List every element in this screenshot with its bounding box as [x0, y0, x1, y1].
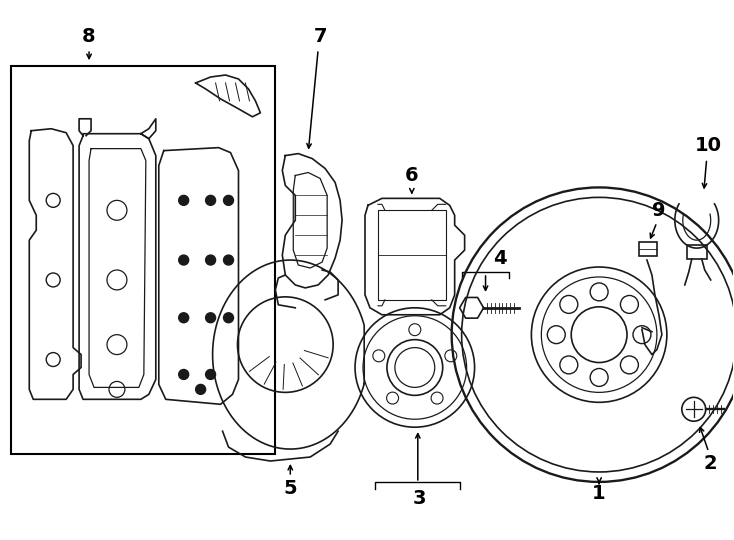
Circle shape	[206, 255, 216, 265]
Bar	[378, 210, 446, 300]
Bar	[687, 245, 707, 259]
Text: 1: 1	[592, 484, 606, 503]
Circle shape	[224, 255, 233, 265]
Circle shape	[178, 313, 189, 323]
Circle shape	[206, 195, 216, 205]
Circle shape	[178, 255, 189, 265]
Circle shape	[224, 313, 233, 323]
Circle shape	[178, 369, 189, 380]
Text: 9: 9	[652, 201, 666, 220]
Text: 5: 5	[283, 480, 297, 498]
Text: 3: 3	[413, 489, 426, 508]
Bar	[11, 66, 275, 454]
Bar	[639, 242, 657, 256]
Text: 7: 7	[313, 26, 327, 46]
Text: 2: 2	[704, 455, 718, 474]
Text: 6: 6	[405, 166, 418, 185]
Circle shape	[206, 313, 216, 323]
Text: 4: 4	[493, 248, 506, 267]
Circle shape	[206, 369, 216, 380]
Circle shape	[224, 195, 233, 205]
Text: 8: 8	[82, 26, 96, 46]
Circle shape	[178, 195, 189, 205]
Circle shape	[196, 384, 206, 394]
Text: 10: 10	[695, 136, 722, 155]
